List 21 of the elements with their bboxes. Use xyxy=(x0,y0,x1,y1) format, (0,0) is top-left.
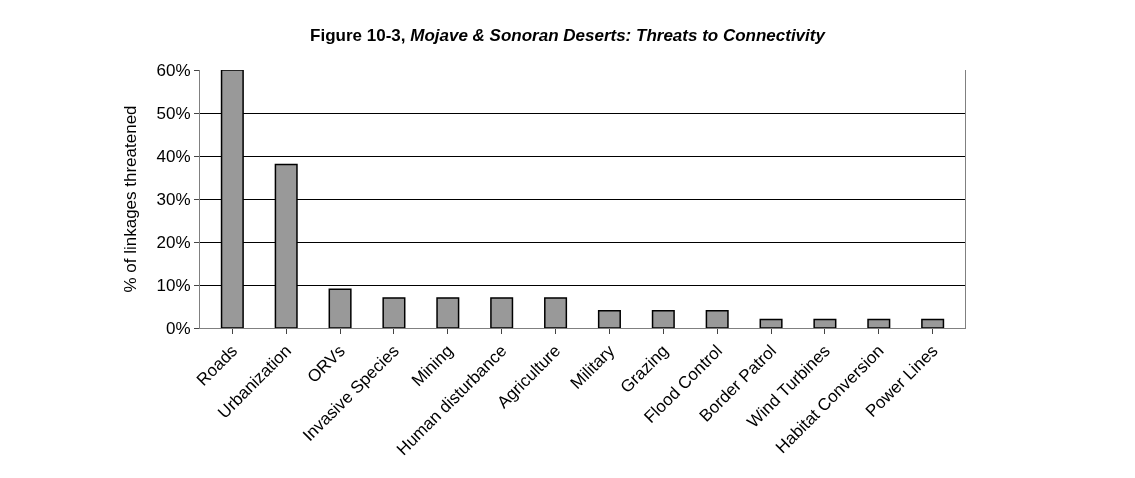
y-tick-label: 0% xyxy=(166,318,191,338)
bar xyxy=(490,297,514,328)
bar xyxy=(921,318,945,328)
y-tick-label: 30% xyxy=(156,189,191,209)
chart-title: Figure 10-3, Mojave & Sonoran Deserts: Threats to Connectivity xyxy=(310,25,827,45)
bar xyxy=(867,318,891,328)
bar xyxy=(328,288,352,328)
y-axis-title: % of linkages threatened xyxy=(121,105,141,293)
bar xyxy=(436,297,460,328)
bar xyxy=(544,297,568,328)
y-tick-label: 40% xyxy=(156,146,191,166)
bar xyxy=(705,310,729,328)
bar xyxy=(597,310,621,328)
y-tick-label: 20% xyxy=(156,232,191,252)
y-tick-label: 50% xyxy=(156,103,191,123)
bar xyxy=(382,297,406,328)
bar xyxy=(813,318,837,328)
y-tick-label: 10% xyxy=(156,275,191,295)
bar xyxy=(651,310,675,328)
bar xyxy=(759,318,783,328)
y-tick-label: 60% xyxy=(156,60,191,80)
